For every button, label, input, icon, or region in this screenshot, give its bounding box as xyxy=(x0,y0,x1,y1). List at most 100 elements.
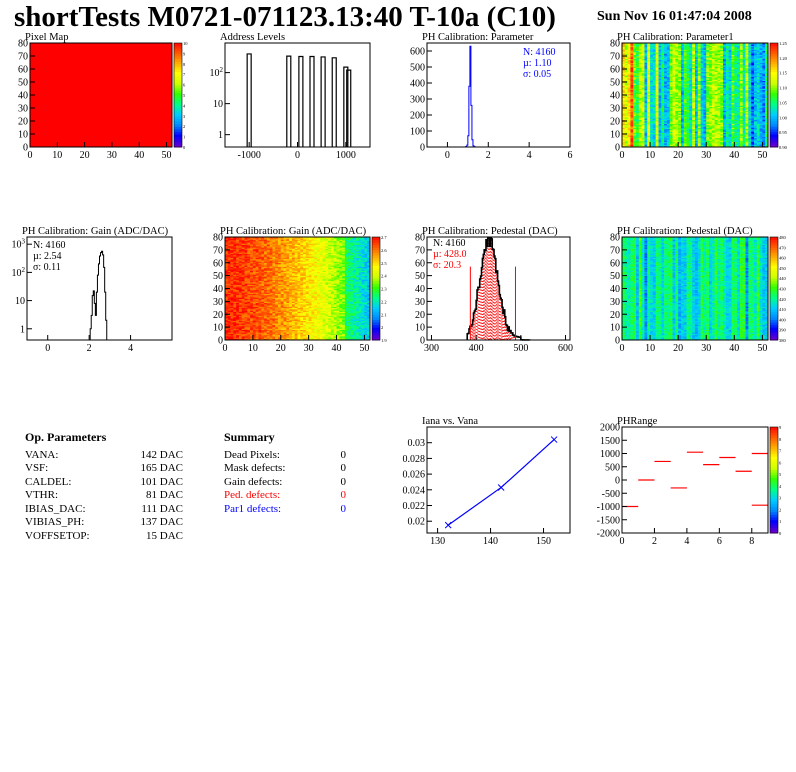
heatmap-cell xyxy=(723,101,727,104)
heatmap-cell xyxy=(622,135,626,137)
heatmap-cell xyxy=(706,136,710,139)
heatmap-cell xyxy=(695,89,699,92)
heatmap-cell xyxy=(627,143,631,145)
heatmap-cell xyxy=(641,121,645,123)
heatmap-cell xyxy=(664,48,668,50)
heatmap-cell xyxy=(745,134,749,136)
heatmap-cell xyxy=(680,84,685,87)
heatmap-cell xyxy=(683,82,687,84)
heatmap-cell xyxy=(636,67,640,70)
heatmap-cell xyxy=(650,44,654,46)
heatmap-cell xyxy=(751,88,755,91)
heatmap-cell xyxy=(624,58,628,61)
heatmap-cell xyxy=(630,56,634,58)
heatmap-cell xyxy=(647,127,651,130)
heatmap-cell xyxy=(711,45,715,48)
heatmap-cell xyxy=(692,88,696,91)
heatmap-cell xyxy=(638,66,642,68)
heatmap-cell xyxy=(695,53,699,55)
heatmap-cell xyxy=(714,130,718,132)
heatmap-cell xyxy=(652,123,656,126)
heatmap-cell xyxy=(723,70,727,72)
heatmap-cell xyxy=(711,75,715,78)
heatmap-cell xyxy=(728,52,732,54)
heatmap-cell xyxy=(664,57,668,59)
heatmap-cell xyxy=(630,108,634,110)
heatmap-cell xyxy=(711,65,715,67)
heatmap-cell xyxy=(703,56,707,58)
heatmap-cell xyxy=(703,97,707,100)
heatmap-cell xyxy=(636,83,640,85)
heatmap-cell xyxy=(739,141,744,144)
heatmap-cell xyxy=(742,139,746,141)
heatmap-cell xyxy=(697,109,701,111)
heatmap-cell xyxy=(652,113,656,115)
heatmap-cell xyxy=(725,80,729,83)
heatmap-cell xyxy=(697,114,701,117)
heatmap-cell xyxy=(720,121,724,123)
tick-label: 80 xyxy=(18,39,28,50)
heatmap-cell xyxy=(669,80,673,83)
color-scale-step xyxy=(174,63,182,67)
heatmap-cell xyxy=(683,96,687,98)
heatmap-cell xyxy=(666,135,671,137)
heatmap-cell xyxy=(647,79,651,81)
heatmap-cell xyxy=(672,50,676,53)
heatmap-cell xyxy=(751,127,755,130)
heatmap-cell xyxy=(742,57,746,59)
heatmap-cell xyxy=(706,127,710,130)
heatmap-cell xyxy=(695,130,699,132)
heatmap-cell xyxy=(692,119,696,122)
heatmap-cell xyxy=(731,114,735,117)
heatmap-cell xyxy=(725,44,729,46)
heatmap-cell xyxy=(650,89,654,92)
heatmap-cell xyxy=(728,110,732,113)
heatmap-cell xyxy=(689,63,693,66)
z-tick-label: 1.15 xyxy=(779,71,788,76)
heatmap-cell xyxy=(734,49,738,52)
heatmap-cell xyxy=(692,74,696,76)
heatmap-cell xyxy=(672,135,676,137)
heatmap-cell xyxy=(686,72,690,75)
heatmap-cell xyxy=(652,143,656,145)
heatmap-cell xyxy=(720,49,724,52)
heatmap-cell xyxy=(680,114,685,117)
heatmap-cell xyxy=(647,141,651,144)
chart-gain-map: 1.922.12.22.32.42.52.62.70 10 20 30 40 500102… xyxy=(213,226,387,354)
heatmap-cell xyxy=(647,109,651,111)
heatmap-cell xyxy=(742,140,746,143)
heatmap-cell xyxy=(742,102,746,105)
heatmap-cell xyxy=(751,83,755,85)
heatmap-cell xyxy=(675,123,679,126)
heatmap-cell xyxy=(737,72,741,75)
heatmap-cell xyxy=(633,71,637,74)
heatmap-cell xyxy=(672,115,676,118)
heatmap-cell xyxy=(703,70,707,72)
heatmap-cell xyxy=(725,105,729,107)
heatmap-cell xyxy=(675,46,679,49)
heatmap-cell xyxy=(737,117,741,119)
heatmap-cell xyxy=(717,56,721,58)
heatmap-cell xyxy=(711,82,715,84)
heatmap-cell xyxy=(720,127,724,130)
heatmap-cell xyxy=(655,111,659,114)
heatmap-cell xyxy=(745,95,749,97)
heatmap-cell xyxy=(720,54,724,57)
heatmap-cell xyxy=(728,100,732,102)
heatmap-cell xyxy=(650,58,654,61)
heatmap-cell xyxy=(627,78,631,80)
heatmap-cell xyxy=(633,144,637,146)
heatmap-cell xyxy=(658,92,662,94)
heatmap-cell xyxy=(644,72,648,75)
heatmap-cell xyxy=(647,101,651,104)
heatmap-cell xyxy=(652,135,656,137)
heatmap-cell xyxy=(748,137,752,140)
heatmap-cell xyxy=(672,104,676,106)
heatmap-cell xyxy=(664,46,668,49)
heatmap-cell xyxy=(658,83,662,85)
heatmap-cell xyxy=(633,134,637,136)
heatmap-cell xyxy=(641,82,645,84)
heatmap-cell xyxy=(745,56,749,58)
heatmap-cell xyxy=(751,63,755,66)
heatmap-cell xyxy=(731,76,735,79)
